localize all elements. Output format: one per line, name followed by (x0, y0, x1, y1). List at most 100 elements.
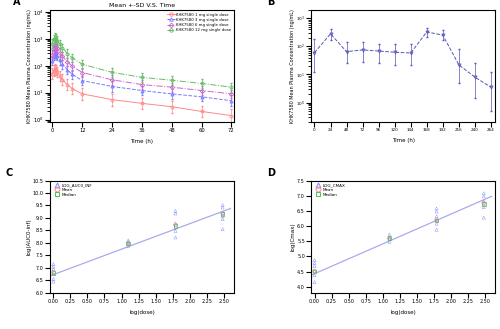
Y-axis label: KHK7580 Mean Plasma Concentration (ng/mL): KHK7580 Mean Plasma Concentration (ng/mL… (290, 9, 294, 123)
Point (218, 216, 226, 222)
KHK7580 6 mg single dose (50, 53, 56, 57)
X-axis label: Time (h): Time (h) (130, 139, 154, 144)
Point (172, 221, 179, 226)
Text: A: A (13, 0, 20, 7)
KHK7580 1 mg single dose (198, 110, 204, 114)
KHK7580 3 mg single dose (64, 68, 70, 72)
Point (432, 214, 440, 219)
X-axis label: log(dose): log(dose) (129, 310, 155, 315)
KHK7580 3 mg single dose (57, 58, 63, 62)
KHK7580 12 mg single dose (50, 42, 56, 46)
Point (124, 239, 132, 244)
Text: B: B (267, 0, 274, 7)
KHK7580 3 mg single dose (50, 59, 56, 63)
Median (386, 236, 394, 241)
Point (310, 261, 318, 266)
Mean (172, 222, 179, 228)
KHK7580 1 mg single dose (80, 92, 86, 96)
Point (172, 235, 179, 240)
Point (432, 206, 440, 211)
KHK7580 12 mg single dose (80, 62, 86, 66)
KHK7580 6 mg single dose (80, 70, 86, 74)
KHK7580 3 mg single dose (53, 52, 59, 56)
Point (218, 205, 226, 210)
Point (310, 280, 318, 285)
Mean (50, 270, 58, 275)
KHK7580 6 mg single dose (198, 89, 204, 92)
Point (172, 211, 179, 216)
KHK7580 3 mg single dose (109, 85, 115, 89)
KHK7580 6 mg single dose (50, 46, 56, 50)
KHK7580 12 mg single dose (169, 78, 175, 82)
Point (386, 235, 394, 240)
Point (386, 236, 394, 241)
Mean (124, 241, 132, 246)
KHK7580 3 mg single dose (198, 95, 204, 99)
KHK7580 12 mg single dose (60, 46, 66, 50)
Point (50, 264, 58, 269)
KHK7580 6 mg single dose (60, 54, 66, 58)
KHK7580 1 mg single dose (60, 78, 66, 82)
KHK7580 12 mg single dose (228, 85, 234, 89)
Mean (386, 236, 394, 241)
Point (386, 239, 394, 244)
KHK7580 12 mg single dose (139, 75, 145, 79)
Point (124, 241, 132, 246)
Point (310, 268, 318, 274)
Point (432, 221, 440, 226)
KHK7580 6 mg single dose (54, 46, 60, 50)
KHK7580 6 mg single dose (64, 60, 70, 64)
Median (50, 270, 58, 275)
Point (480, 198, 488, 204)
Point (480, 205, 488, 210)
KHK7580 1 mg single dose (54, 70, 60, 74)
Line: KHK7580 1 mg single dose: KHK7580 1 mg single dose (51, 67, 233, 117)
Y-axis label: log(AUC0-inf): log(AUC0-inf) (26, 218, 32, 255)
Title: Mean +-SD V.S. Time: Mean +-SD V.S. Time (109, 3, 175, 8)
KHK7580 12 mg single dose (57, 42, 63, 46)
KHK7580 12 mg single dose (70, 56, 75, 60)
KHK7580 1 mg single dose (139, 101, 145, 105)
KHK7580 12 mg single dose (64, 52, 70, 56)
KHK7580 12 mg single dose (54, 38, 60, 42)
KHK7580 1 mg single dose (169, 105, 175, 109)
KHK7580 3 mg single dose (50, 54, 56, 58)
Mean (432, 217, 440, 223)
Mean (310, 268, 318, 274)
Line: KHK7580 6 mg single dose: KHK7580 6 mg single dose (51, 44, 233, 95)
Point (218, 211, 226, 216)
KHK7580 6 mg single dose (109, 78, 115, 82)
Point (124, 243, 132, 248)
Median (310, 269, 318, 274)
KHK7580 12 mg single dose (52, 36, 58, 40)
X-axis label: log(dose): log(dose) (390, 310, 416, 315)
KHK7580 6 mg single dose (70, 64, 75, 68)
Legend: LOG_AUC0_INF, Mean, Median: LOG_AUC0_INF, Mean, Median (52, 183, 93, 197)
Point (480, 215, 488, 220)
KHK7580 3 mg single dose (169, 92, 175, 96)
KHK7580 6 mg single dose (53, 44, 59, 48)
KHK7580 3 mg single dose (228, 99, 234, 103)
X-axis label: Time (h): Time (h) (392, 138, 414, 143)
Point (386, 232, 394, 237)
KHK7580 1 mg single dose (109, 98, 115, 102)
KHK7580 3 mg single dose (52, 51, 58, 55)
KHK7580 12 mg single dose (109, 70, 115, 74)
KHK7580 3 mg single dose (70, 72, 75, 76)
Line: KHK7580 12 mg single dose: KHK7580 12 mg single dose (51, 36, 233, 89)
Point (310, 257, 318, 263)
KHK7580 12 mg single dose (53, 37, 59, 40)
KHK7580 1 mg single dose (52, 67, 58, 71)
Point (480, 190, 488, 196)
KHK7580 1 mg single dose (228, 114, 234, 117)
Legend: KHK7580 1 mg single dose, KHK7580 3 mg single dose, KHK7580 6 mg single dose, KH: KHK7580 1 mg single dose, KHK7580 3 mg s… (166, 12, 232, 33)
Median (124, 241, 132, 246)
Point (310, 264, 318, 269)
Median (218, 211, 226, 216)
Point (218, 202, 226, 208)
Point (218, 213, 226, 218)
KHK7580 3 mg single dose (54, 54, 60, 58)
KHK7580 12 mg single dose (50, 38, 56, 41)
KHK7580 1 mg single dose (64, 83, 70, 87)
KHK7580 6 mg single dose (228, 92, 234, 96)
